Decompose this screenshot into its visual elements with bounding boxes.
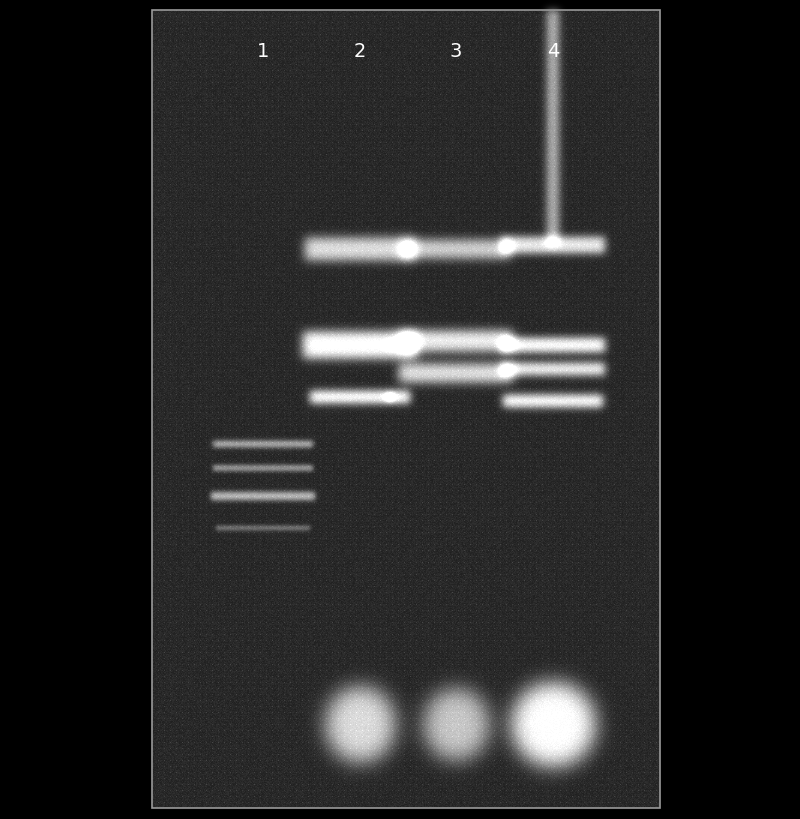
Text: 4: 4 bbox=[547, 42, 559, 61]
Text: 1: 1 bbox=[257, 42, 269, 61]
Text: 600bp: 600bp bbox=[13, 446, 75, 464]
Text: 18s: 18s bbox=[704, 355, 736, 373]
Text: 28s: 28s bbox=[704, 249, 736, 267]
Text: 3: 3 bbox=[450, 42, 462, 61]
Bar bbox=[152, 10, 660, 808]
Text: 2: 2 bbox=[354, 42, 366, 61]
Text: 16s: 16s bbox=[704, 380, 736, 398]
Text: 5s: 5s bbox=[704, 413, 725, 431]
